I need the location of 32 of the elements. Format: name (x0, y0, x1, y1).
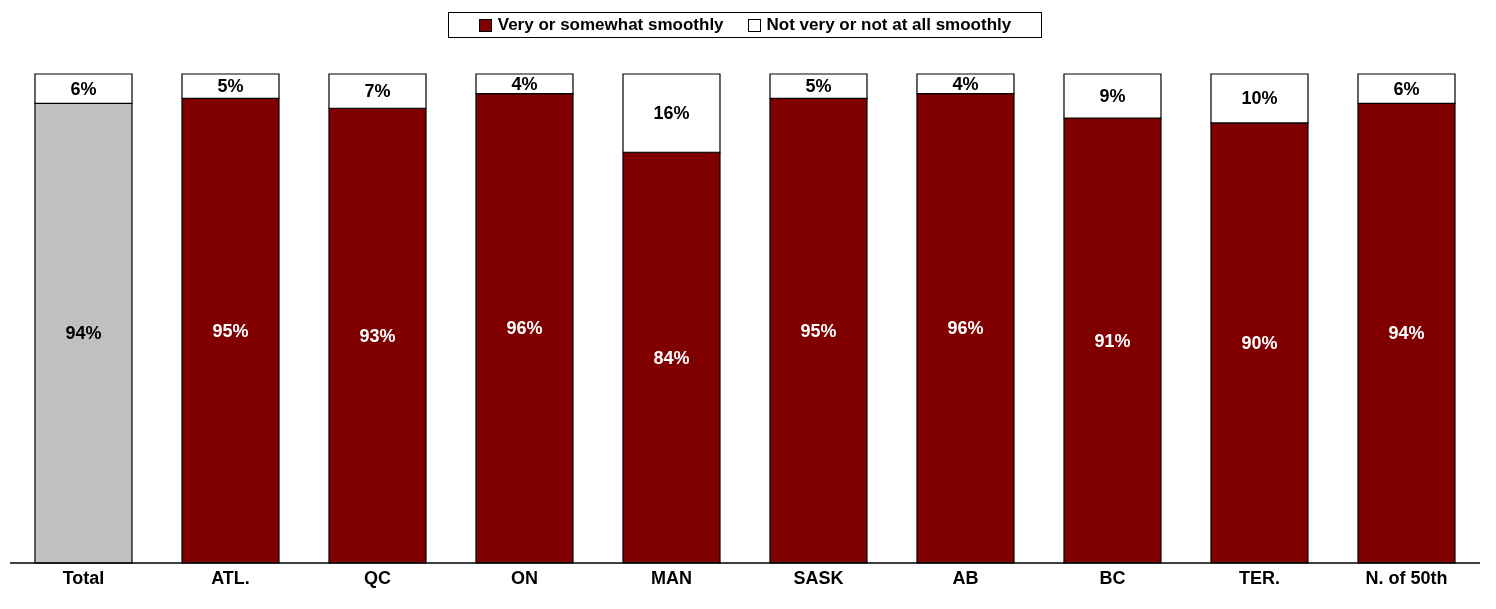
legend-label: Not very or not at all smoothly (765, 15, 1012, 35)
data-label: 4% (952, 73, 979, 94)
x-tick-label: ATL. (211, 567, 250, 588)
data-label: 9% (1099, 86, 1126, 106)
x-tick-label: AB (952, 567, 979, 588)
data-label: 16% (653, 103, 690, 124)
data-label: 5% (805, 76, 832, 97)
data-label: 96% (506, 318, 543, 339)
x-tick-label: SASK (793, 567, 844, 588)
data-label: 90% (1241, 332, 1278, 353)
data-label: 7% (364, 81, 391, 102)
x-tick-label: QC (364, 567, 391, 588)
data-label: 6% (70, 78, 97, 99)
data-label: 91% (1094, 330, 1131, 351)
data-label: 95% (800, 320, 837, 341)
data-label: 94% (65, 323, 102, 344)
x-tick-label: BC (1099, 567, 1126, 588)
x-tick-label: MAN (651, 567, 692, 588)
data-label: 4% (511, 73, 538, 94)
legend-label: Very or somewhat smoothly (496, 15, 724, 35)
data-label: 95% (212, 320, 249, 341)
data-label: 94% (1388, 323, 1425, 344)
x-tick-label: Total (62, 567, 105, 588)
data-label: 10% (1241, 88, 1278, 109)
x-tick-label: N. of 50th (1365, 567, 1448, 588)
data-label: 6% (1393, 78, 1420, 99)
x-tick-label: TER. (1238, 567, 1281, 588)
data-label: 96% (947, 318, 984, 339)
data-label: 5% (217, 76, 244, 97)
data-label: 93% (359, 325, 396, 346)
data-label: 84% (653, 347, 690, 368)
x-tick-label: ON (511, 567, 538, 588)
